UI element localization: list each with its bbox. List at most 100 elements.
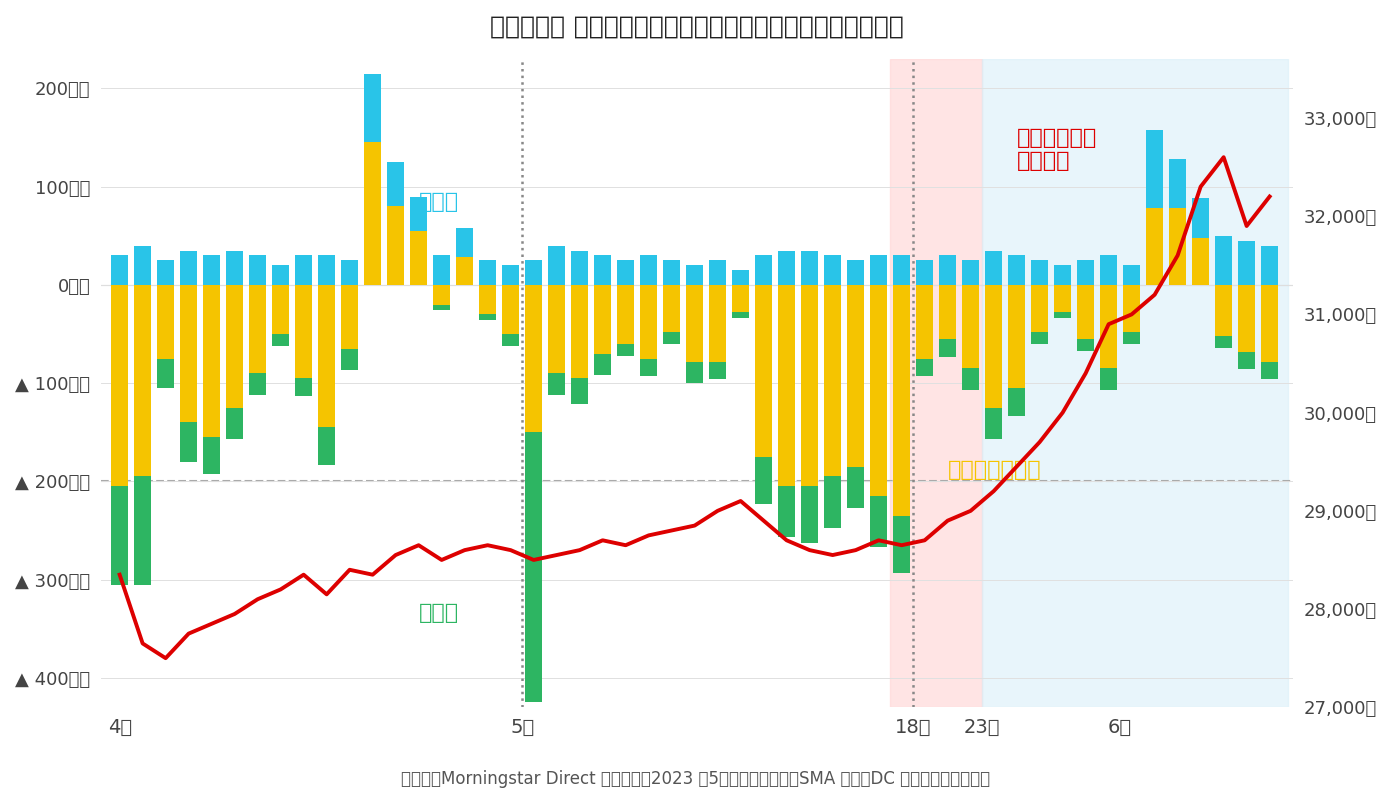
Bar bbox=[1239, 352, 1256, 369]
Bar bbox=[962, 368, 979, 390]
Bar bbox=[295, 379, 312, 396]
Bar bbox=[1077, 285, 1094, 339]
Bar bbox=[1239, 285, 1256, 352]
Bar bbox=[848, 261, 864, 285]
Bar bbox=[664, 285, 679, 332]
Bar bbox=[824, 285, 841, 477]
Bar bbox=[848, 466, 864, 508]
Bar bbox=[227, 285, 244, 408]
Bar bbox=[525, 285, 541, 432]
Bar bbox=[916, 285, 933, 359]
Bar bbox=[1261, 361, 1278, 379]
Bar bbox=[1123, 265, 1140, 285]
Bar bbox=[548, 285, 565, 373]
Bar bbox=[1215, 285, 1232, 336]
Bar bbox=[319, 428, 335, 465]
Bar bbox=[548, 246, 565, 285]
Bar bbox=[479, 314, 496, 320]
Bar bbox=[732, 270, 749, 285]
Bar bbox=[1239, 241, 1256, 285]
Bar bbox=[1008, 285, 1025, 388]
Bar bbox=[1123, 332, 1140, 344]
Bar bbox=[594, 354, 611, 375]
Bar bbox=[365, 74, 381, 143]
Bar bbox=[1008, 388, 1025, 416]
Bar bbox=[686, 285, 703, 361]
Bar bbox=[983, 59, 1288, 707]
Bar bbox=[664, 332, 679, 344]
Bar bbox=[916, 359, 933, 376]
Bar bbox=[640, 256, 657, 285]
Bar bbox=[387, 207, 404, 285]
Bar bbox=[1100, 285, 1116, 368]
Bar bbox=[249, 256, 266, 285]
Bar bbox=[433, 285, 450, 305]
Bar bbox=[181, 422, 196, 462]
Bar bbox=[1193, 199, 1208, 238]
Bar bbox=[203, 437, 220, 474]
Bar bbox=[157, 285, 174, 359]
Bar bbox=[1077, 261, 1094, 285]
Bar bbox=[203, 256, 220, 285]
Bar bbox=[640, 285, 657, 359]
Bar bbox=[1193, 238, 1208, 285]
Bar bbox=[503, 285, 519, 334]
Bar bbox=[710, 285, 725, 361]
Bar bbox=[986, 250, 1002, 285]
Bar bbox=[594, 256, 611, 285]
Text: ベア型: ベア型 bbox=[419, 192, 459, 212]
Bar bbox=[1054, 312, 1070, 318]
Text: インデックス型: インデックス型 bbox=[948, 460, 1041, 481]
Bar bbox=[479, 285, 496, 314]
Bar bbox=[778, 250, 795, 285]
Bar bbox=[594, 285, 611, 354]
Bar bbox=[341, 285, 358, 348]
Bar bbox=[1261, 246, 1278, 285]
Title: 【図表２】 インデックス型の国内株式ファンドの資金流出入: 【図表２】 インデックス型の国内株式ファンドの資金流出入 bbox=[490, 15, 903, 39]
Bar bbox=[295, 285, 312, 379]
Bar bbox=[1100, 256, 1116, 285]
Bar bbox=[1031, 261, 1048, 285]
Bar bbox=[1100, 368, 1116, 390]
Bar bbox=[1031, 285, 1048, 332]
Bar bbox=[732, 312, 749, 318]
Text: ブル型: ブル型 bbox=[419, 603, 459, 623]
Bar bbox=[525, 261, 541, 285]
Bar bbox=[479, 261, 496, 285]
Bar bbox=[664, 261, 679, 285]
Bar bbox=[1123, 285, 1140, 332]
Bar bbox=[986, 285, 1002, 408]
Bar bbox=[411, 231, 427, 285]
Bar bbox=[1008, 256, 1025, 285]
Bar bbox=[341, 348, 358, 371]
Bar bbox=[618, 261, 633, 285]
Bar bbox=[824, 256, 841, 285]
Bar bbox=[1169, 208, 1186, 285]
Bar bbox=[249, 285, 266, 373]
Bar bbox=[1215, 336, 1232, 348]
Bar bbox=[227, 408, 244, 439]
Bar bbox=[778, 486, 795, 537]
Bar bbox=[135, 246, 150, 285]
Bar bbox=[227, 250, 244, 285]
Bar bbox=[503, 334, 519, 346]
Bar bbox=[894, 285, 910, 516]
Bar bbox=[1147, 208, 1162, 285]
Bar bbox=[503, 265, 519, 285]
Bar bbox=[157, 359, 174, 388]
Bar bbox=[710, 261, 725, 285]
Bar bbox=[181, 250, 196, 285]
Bar bbox=[962, 261, 979, 285]
Bar bbox=[889, 59, 983, 707]
Bar bbox=[1054, 265, 1070, 285]
Bar bbox=[618, 344, 633, 356]
Text: 日経平均株価
（右軸）: 日経平均株価 （右軸） bbox=[1016, 128, 1097, 171]
Bar bbox=[387, 162, 404, 207]
Bar bbox=[433, 305, 450, 310]
Bar bbox=[986, 408, 1002, 439]
Bar bbox=[111, 486, 128, 584]
Bar bbox=[802, 285, 818, 486]
Bar bbox=[525, 432, 541, 703]
Bar bbox=[686, 265, 703, 285]
Bar bbox=[273, 334, 290, 346]
